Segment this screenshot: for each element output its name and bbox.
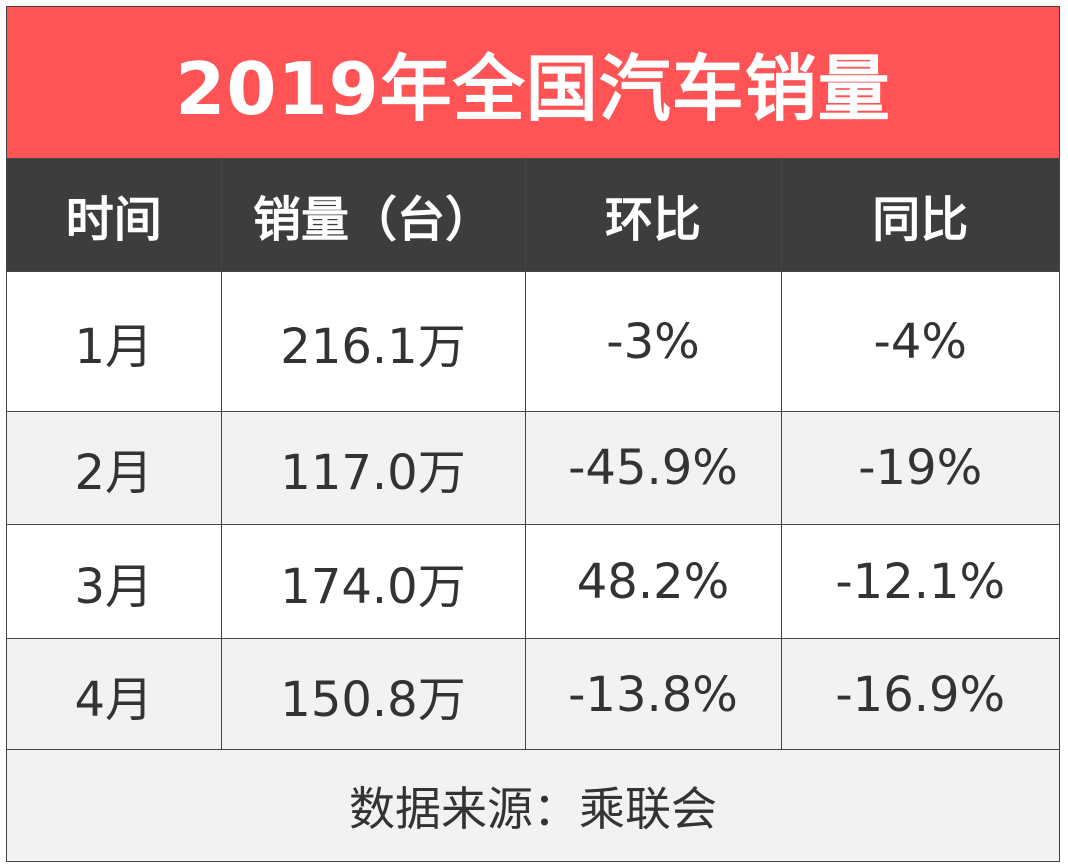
- cell-yoy: -19%: [780, 411, 1059, 525]
- column-header-time: 时间: [7, 159, 222, 272]
- cell-sales: 150.8万: [220, 638, 526, 752]
- cell-month: 2月: [7, 411, 222, 525]
- sales-table-card: 2019年全国汽车销量 时间 销量（台） 环比 同比 1月 216.1万 -3%…: [6, 6, 1060, 862]
- source-footer: 数据来源：乘联会: [7, 749, 1059, 861]
- cell-mom: -13.8%: [524, 638, 782, 752]
- cell-month: 3月: [7, 524, 222, 639]
- table-row: 4月 150.8万 -13.8% -16.9%: [7, 638, 1059, 752]
- table-row: 3月 174.0万 48.2% -12.1%: [7, 524, 1059, 639]
- table-row: 2月 117.0万 -45.9% -19%: [7, 411, 1059, 525]
- column-header-mom: 环比: [524, 159, 782, 272]
- cell-sales: 117.0万: [220, 411, 526, 525]
- cell-mom: -3%: [524, 271, 782, 412]
- column-header-yoy: 同比: [780, 159, 1059, 272]
- cell-yoy: -16.9%: [780, 638, 1059, 752]
- column-header-sales: 销量（台）: [220, 159, 526, 272]
- table-row: 1月 216.1万 -3% -4%: [7, 271, 1059, 412]
- cell-yoy: -4%: [780, 271, 1059, 412]
- cell-yoy: -12.1%: [780, 524, 1059, 639]
- cell-sales: 216.1万: [220, 271, 526, 412]
- source-note: 数据来源：乘联会: [349, 781, 717, 836]
- header-row: 时间 销量（台） 环比 同比: [7, 159, 1059, 272]
- cell-month: 1月: [7, 271, 222, 412]
- page-title: 2019年全国汽车销量: [175, 47, 891, 131]
- cell-mom: 48.2%: [524, 524, 782, 639]
- cell-month: 4月: [7, 638, 222, 752]
- sales-table: 时间 销量（台） 环比 同比 1月 216.1万 -3% -4% 2月 117.…: [7, 159, 1059, 752]
- cell-sales: 174.0万: [220, 524, 526, 639]
- title-banner: 2019年全国汽车销量: [7, 7, 1059, 159]
- cell-mom: -45.9%: [524, 411, 782, 525]
